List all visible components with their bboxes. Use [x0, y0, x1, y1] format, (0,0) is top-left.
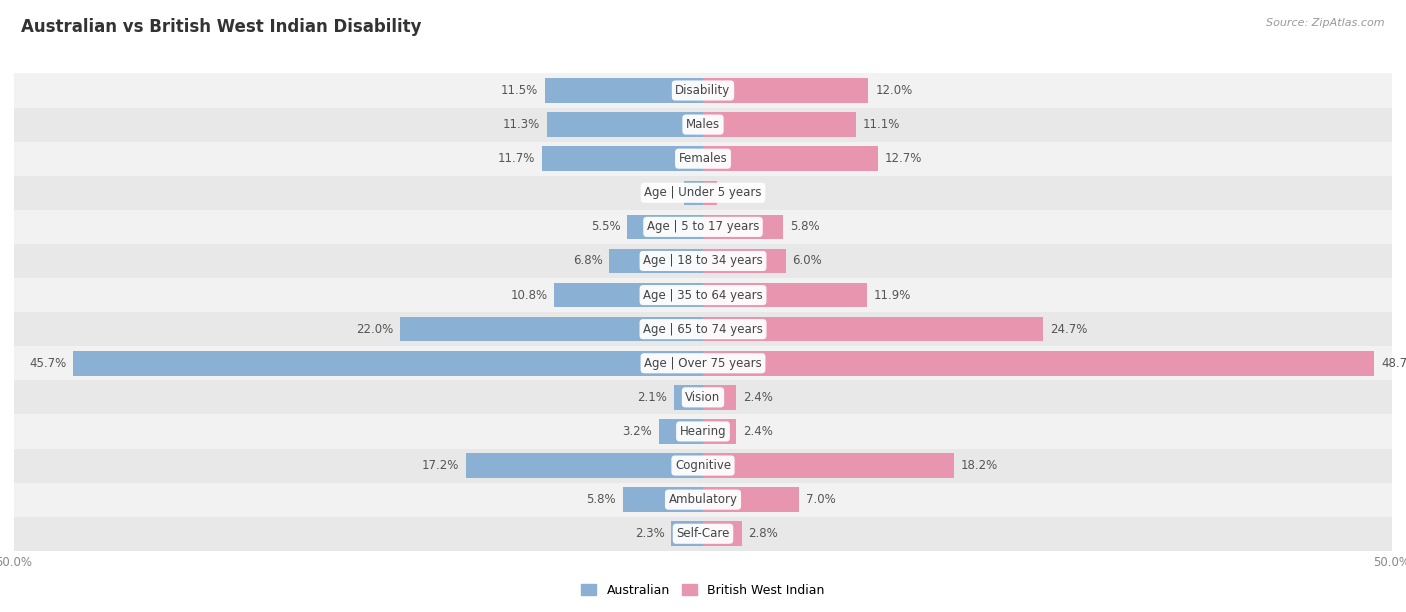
Text: Age | Under 5 years: Age | Under 5 years	[644, 186, 762, 200]
Bar	[703, 351, 1374, 376]
Text: 11.7%: 11.7%	[498, 152, 534, 165]
Bar	[703, 487, 800, 512]
Bar	[14, 176, 1392, 210]
Text: Age | 18 to 34 years: Age | 18 to 34 years	[643, 255, 763, 267]
Text: 18.2%: 18.2%	[960, 459, 998, 472]
Text: Age | 35 to 64 years: Age | 35 to 64 years	[643, 289, 763, 302]
Bar	[703, 181, 717, 205]
Bar	[14, 483, 1392, 517]
Text: Hearing: Hearing	[679, 425, 727, 438]
Text: 1.4%: 1.4%	[647, 186, 676, 200]
Bar	[547, 113, 703, 137]
Text: 22.0%: 22.0%	[356, 323, 392, 335]
Text: Australian vs British West Indian Disability: Australian vs British West Indian Disabi…	[21, 18, 422, 36]
Text: Age | 65 to 74 years: Age | 65 to 74 years	[643, 323, 763, 335]
Text: Disability: Disability	[675, 84, 731, 97]
Bar	[627, 215, 703, 239]
Bar	[703, 113, 856, 137]
Text: 45.7%: 45.7%	[30, 357, 66, 370]
Bar	[703, 419, 737, 444]
Bar	[399, 317, 703, 341]
Bar	[14, 244, 1392, 278]
Bar	[14, 517, 1392, 551]
Bar	[623, 487, 703, 512]
Bar	[609, 248, 703, 273]
Text: 5.5%: 5.5%	[591, 220, 620, 233]
Bar	[683, 181, 703, 205]
Bar	[659, 419, 703, 444]
Bar	[14, 278, 1392, 312]
Bar	[554, 283, 703, 307]
Text: 24.7%: 24.7%	[1050, 323, 1088, 335]
Bar	[14, 108, 1392, 141]
Bar	[14, 73, 1392, 108]
Text: Source: ZipAtlas.com: Source: ZipAtlas.com	[1267, 18, 1385, 28]
Text: Age | 5 to 17 years: Age | 5 to 17 years	[647, 220, 759, 233]
Text: 11.5%: 11.5%	[501, 84, 537, 97]
Bar	[671, 521, 703, 546]
Text: 11.1%: 11.1%	[863, 118, 900, 131]
Bar	[673, 385, 703, 409]
Bar	[14, 210, 1392, 244]
Text: Ambulatory: Ambulatory	[668, 493, 738, 506]
Text: Females: Females	[679, 152, 727, 165]
Text: 10.8%: 10.8%	[510, 289, 547, 302]
Text: 2.8%: 2.8%	[748, 528, 778, 540]
Bar	[14, 346, 1392, 380]
Text: 12.7%: 12.7%	[884, 152, 922, 165]
Bar	[703, 453, 953, 478]
Text: 7.0%: 7.0%	[807, 493, 837, 506]
Text: 48.7%: 48.7%	[1381, 357, 1406, 370]
Bar	[703, 283, 868, 307]
Text: 0.99%: 0.99%	[724, 186, 761, 200]
Text: Self-Care: Self-Care	[676, 528, 730, 540]
Bar	[14, 449, 1392, 483]
Text: 17.2%: 17.2%	[422, 459, 460, 472]
Legend: Australian, British West Indian: Australian, British West Indian	[576, 579, 830, 602]
Bar	[703, 317, 1043, 341]
Bar	[703, 78, 869, 103]
Bar	[703, 248, 786, 273]
Bar	[541, 146, 703, 171]
Text: Males: Males	[686, 118, 720, 131]
Bar	[465, 453, 703, 478]
Text: 2.4%: 2.4%	[742, 391, 773, 404]
Bar	[703, 521, 741, 546]
Text: 11.3%: 11.3%	[503, 118, 540, 131]
Bar	[14, 312, 1392, 346]
Text: 2.4%: 2.4%	[742, 425, 773, 438]
Bar	[14, 141, 1392, 176]
Text: 2.3%: 2.3%	[634, 528, 665, 540]
Bar	[73, 351, 703, 376]
Bar	[703, 146, 877, 171]
Bar	[544, 78, 703, 103]
Text: 6.8%: 6.8%	[572, 255, 602, 267]
Text: 6.0%: 6.0%	[793, 255, 823, 267]
Text: Age | Over 75 years: Age | Over 75 years	[644, 357, 762, 370]
Bar	[703, 215, 783, 239]
Text: 5.8%: 5.8%	[586, 493, 616, 506]
Text: 11.9%: 11.9%	[875, 289, 911, 302]
Text: Cognitive: Cognitive	[675, 459, 731, 472]
Text: 3.2%: 3.2%	[623, 425, 652, 438]
Bar	[703, 385, 737, 409]
Text: 2.1%: 2.1%	[637, 391, 668, 404]
Text: 5.8%: 5.8%	[790, 220, 820, 233]
Text: Vision: Vision	[685, 391, 721, 404]
Bar	[14, 414, 1392, 449]
Text: 12.0%: 12.0%	[875, 84, 912, 97]
Bar	[14, 380, 1392, 414]
